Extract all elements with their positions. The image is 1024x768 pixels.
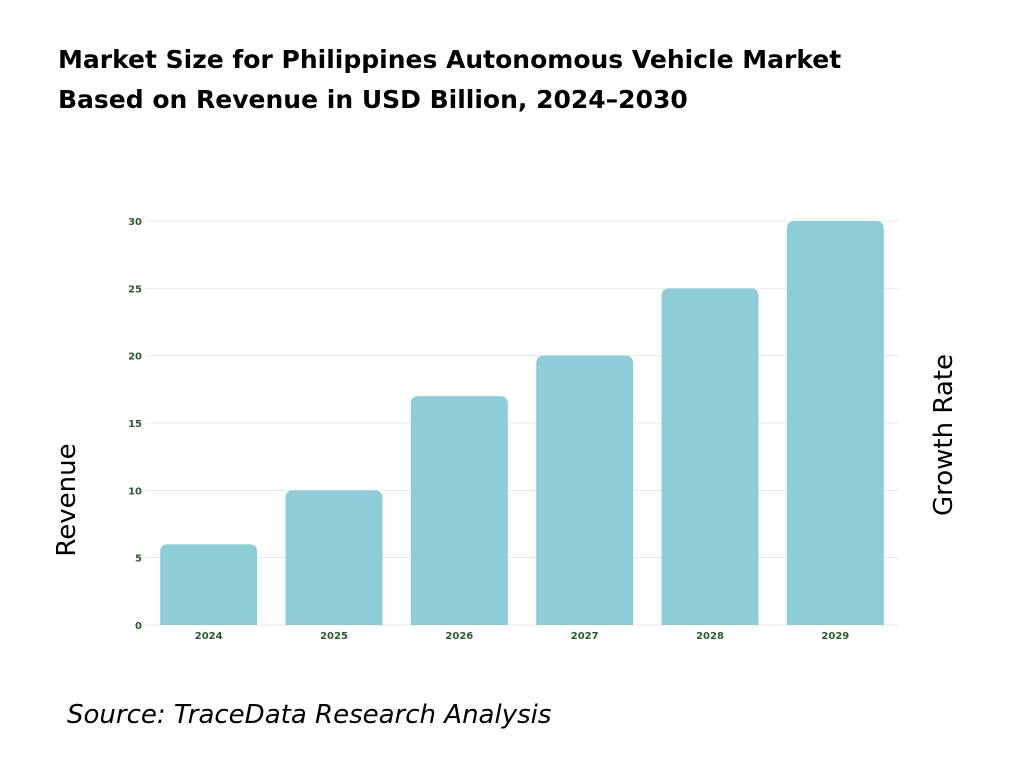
x-tick-label: 2024 [195,631,223,642]
x-tick-label: 2025 [320,631,348,642]
bar-2029 [786,221,884,625]
x-tick-label: 2027 [571,631,599,642]
chart-title: Market Size for Philippines Autonomous V… [58,40,958,120]
bar-2028 [661,288,759,625]
y-tick-label: 0 [135,621,142,632]
y-tick-label: 5 [135,554,142,565]
title-line-2: Based on Revenue in USD Billion, 2024–20… [58,85,688,114]
bar-2025 [285,490,383,625]
y-axis-label: Revenue [52,443,82,557]
y-tick-label: 20 [128,352,142,363]
bar-2026 [410,396,508,625]
x-tick-label: 2029 [821,631,849,642]
y-tick-label: 10 [128,486,142,497]
x-tick-label: 2028 [696,631,724,642]
y-tick-label: 30 [128,217,142,228]
y-tick-label: 25 [128,284,142,295]
secondary-y-axis-label: Growth Rate [929,354,959,516]
bar-2027 [536,355,634,625]
bar-2024 [160,544,258,625]
x-tick-label: 2026 [445,631,473,642]
title-line-1: Market Size for Philippines Autonomous V… [58,45,842,74]
source-note: Source: TraceData Research Analysis [67,700,552,730]
y-tick-label: 15 [128,419,142,430]
